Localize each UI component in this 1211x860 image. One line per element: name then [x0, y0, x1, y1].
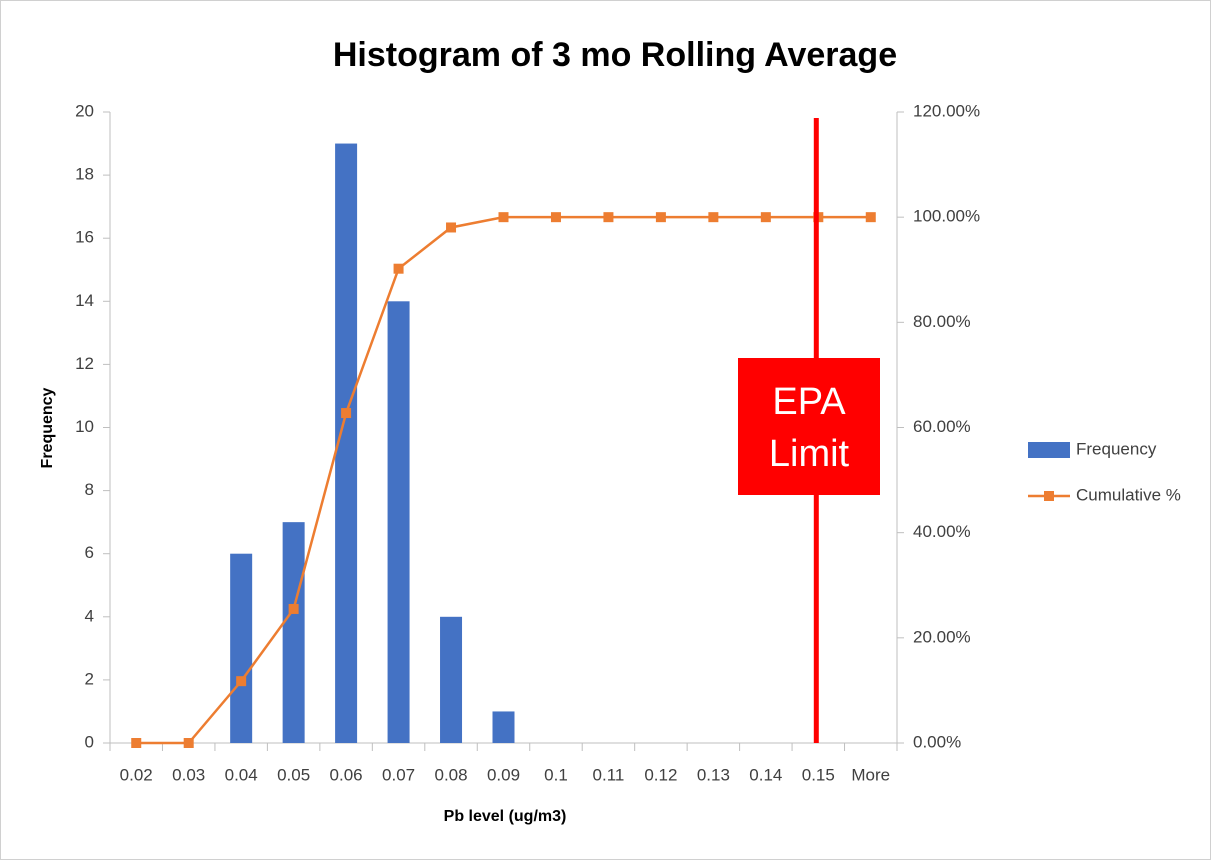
marker	[131, 738, 142, 748]
x-tick-label: 0.1	[544, 765, 568, 784]
marker	[603, 212, 614, 223]
y-tick-label: 8	[85, 480, 94, 499]
marker	[341, 408, 352, 419]
y-axis-label: Frequency	[39, 387, 56, 468]
marker	[288, 603, 299, 614]
bar	[440, 616, 463, 743]
x-axis-label: Pb level (ug/m3)	[444, 808, 567, 825]
y2-tick-label: 40.00%	[913, 522, 971, 541]
y-tick-label: 2	[85, 669, 94, 688]
y2-tick-label: 20.00%	[913, 627, 971, 646]
y2-tick-label: 60.00%	[913, 417, 971, 436]
marker	[498, 212, 509, 223]
legend-label: Cumulative %	[1076, 485, 1181, 504]
y-tick-label: 10	[75, 417, 94, 436]
marker	[393, 263, 404, 274]
x-tick-label: 0.02	[120, 765, 153, 784]
bar	[492, 711, 515, 743]
y2-tick-label: 100.00%	[913, 207, 980, 226]
marker	[708, 212, 719, 223]
bar	[230, 553, 253, 743]
y-tick-label: 18	[75, 165, 94, 184]
x-tick-label: 0.12	[644, 765, 677, 784]
y2-tick-label: 120.00%	[913, 101, 980, 120]
y-tick-label: 6	[85, 543, 94, 562]
x-tick-label: 0.09	[487, 765, 520, 784]
y-tick-label: 14	[75, 291, 94, 310]
y-tick-label: 0	[85, 732, 94, 751]
marker	[760, 212, 771, 223]
x-tick-label: More	[851, 765, 890, 784]
marker	[550, 212, 561, 223]
y-tick-label: 12	[75, 354, 94, 373]
marker	[446, 222, 457, 233]
x-tick-label: 0.07	[382, 765, 415, 784]
x-tick-label: 0.06	[330, 765, 363, 784]
y2-tick-label: 80.00%	[913, 312, 971, 331]
bar	[282, 522, 305, 743]
x-tick-label: 0.11	[593, 765, 625, 784]
legend-label: Frequency	[1076, 439, 1157, 458]
chart-title: Histogram of 3 mo Rolling Average	[333, 36, 897, 74]
legend-swatch	[1028, 442, 1070, 458]
marker	[655, 212, 666, 223]
x-tick-label: 0.04	[225, 765, 258, 784]
x-tick-label: 0.05	[277, 765, 310, 784]
bar	[387, 301, 410, 743]
legend-marker	[1044, 491, 1054, 501]
marker	[183, 738, 194, 748]
y-tick-label: 20	[75, 101, 94, 120]
annotation-text: Limit	[769, 433, 850, 475]
bar	[335, 143, 358, 744]
y-tick-label: 4	[85, 606, 94, 625]
annotation-text: EPA	[772, 381, 846, 423]
x-tick-label: 0.08	[434, 765, 467, 784]
marker	[236, 676, 247, 687]
x-tick-label: 0.13	[697, 765, 730, 784]
y2-tick-label: 0.00%	[913, 732, 961, 751]
x-tick-label: 0.15	[802, 765, 835, 784]
annotation-box	[738, 358, 880, 495]
x-tick-label: 0.03	[172, 765, 205, 784]
x-tick-label: 0.14	[749, 765, 782, 784]
marker	[865, 212, 876, 223]
y-tick-label: 16	[75, 228, 94, 247]
